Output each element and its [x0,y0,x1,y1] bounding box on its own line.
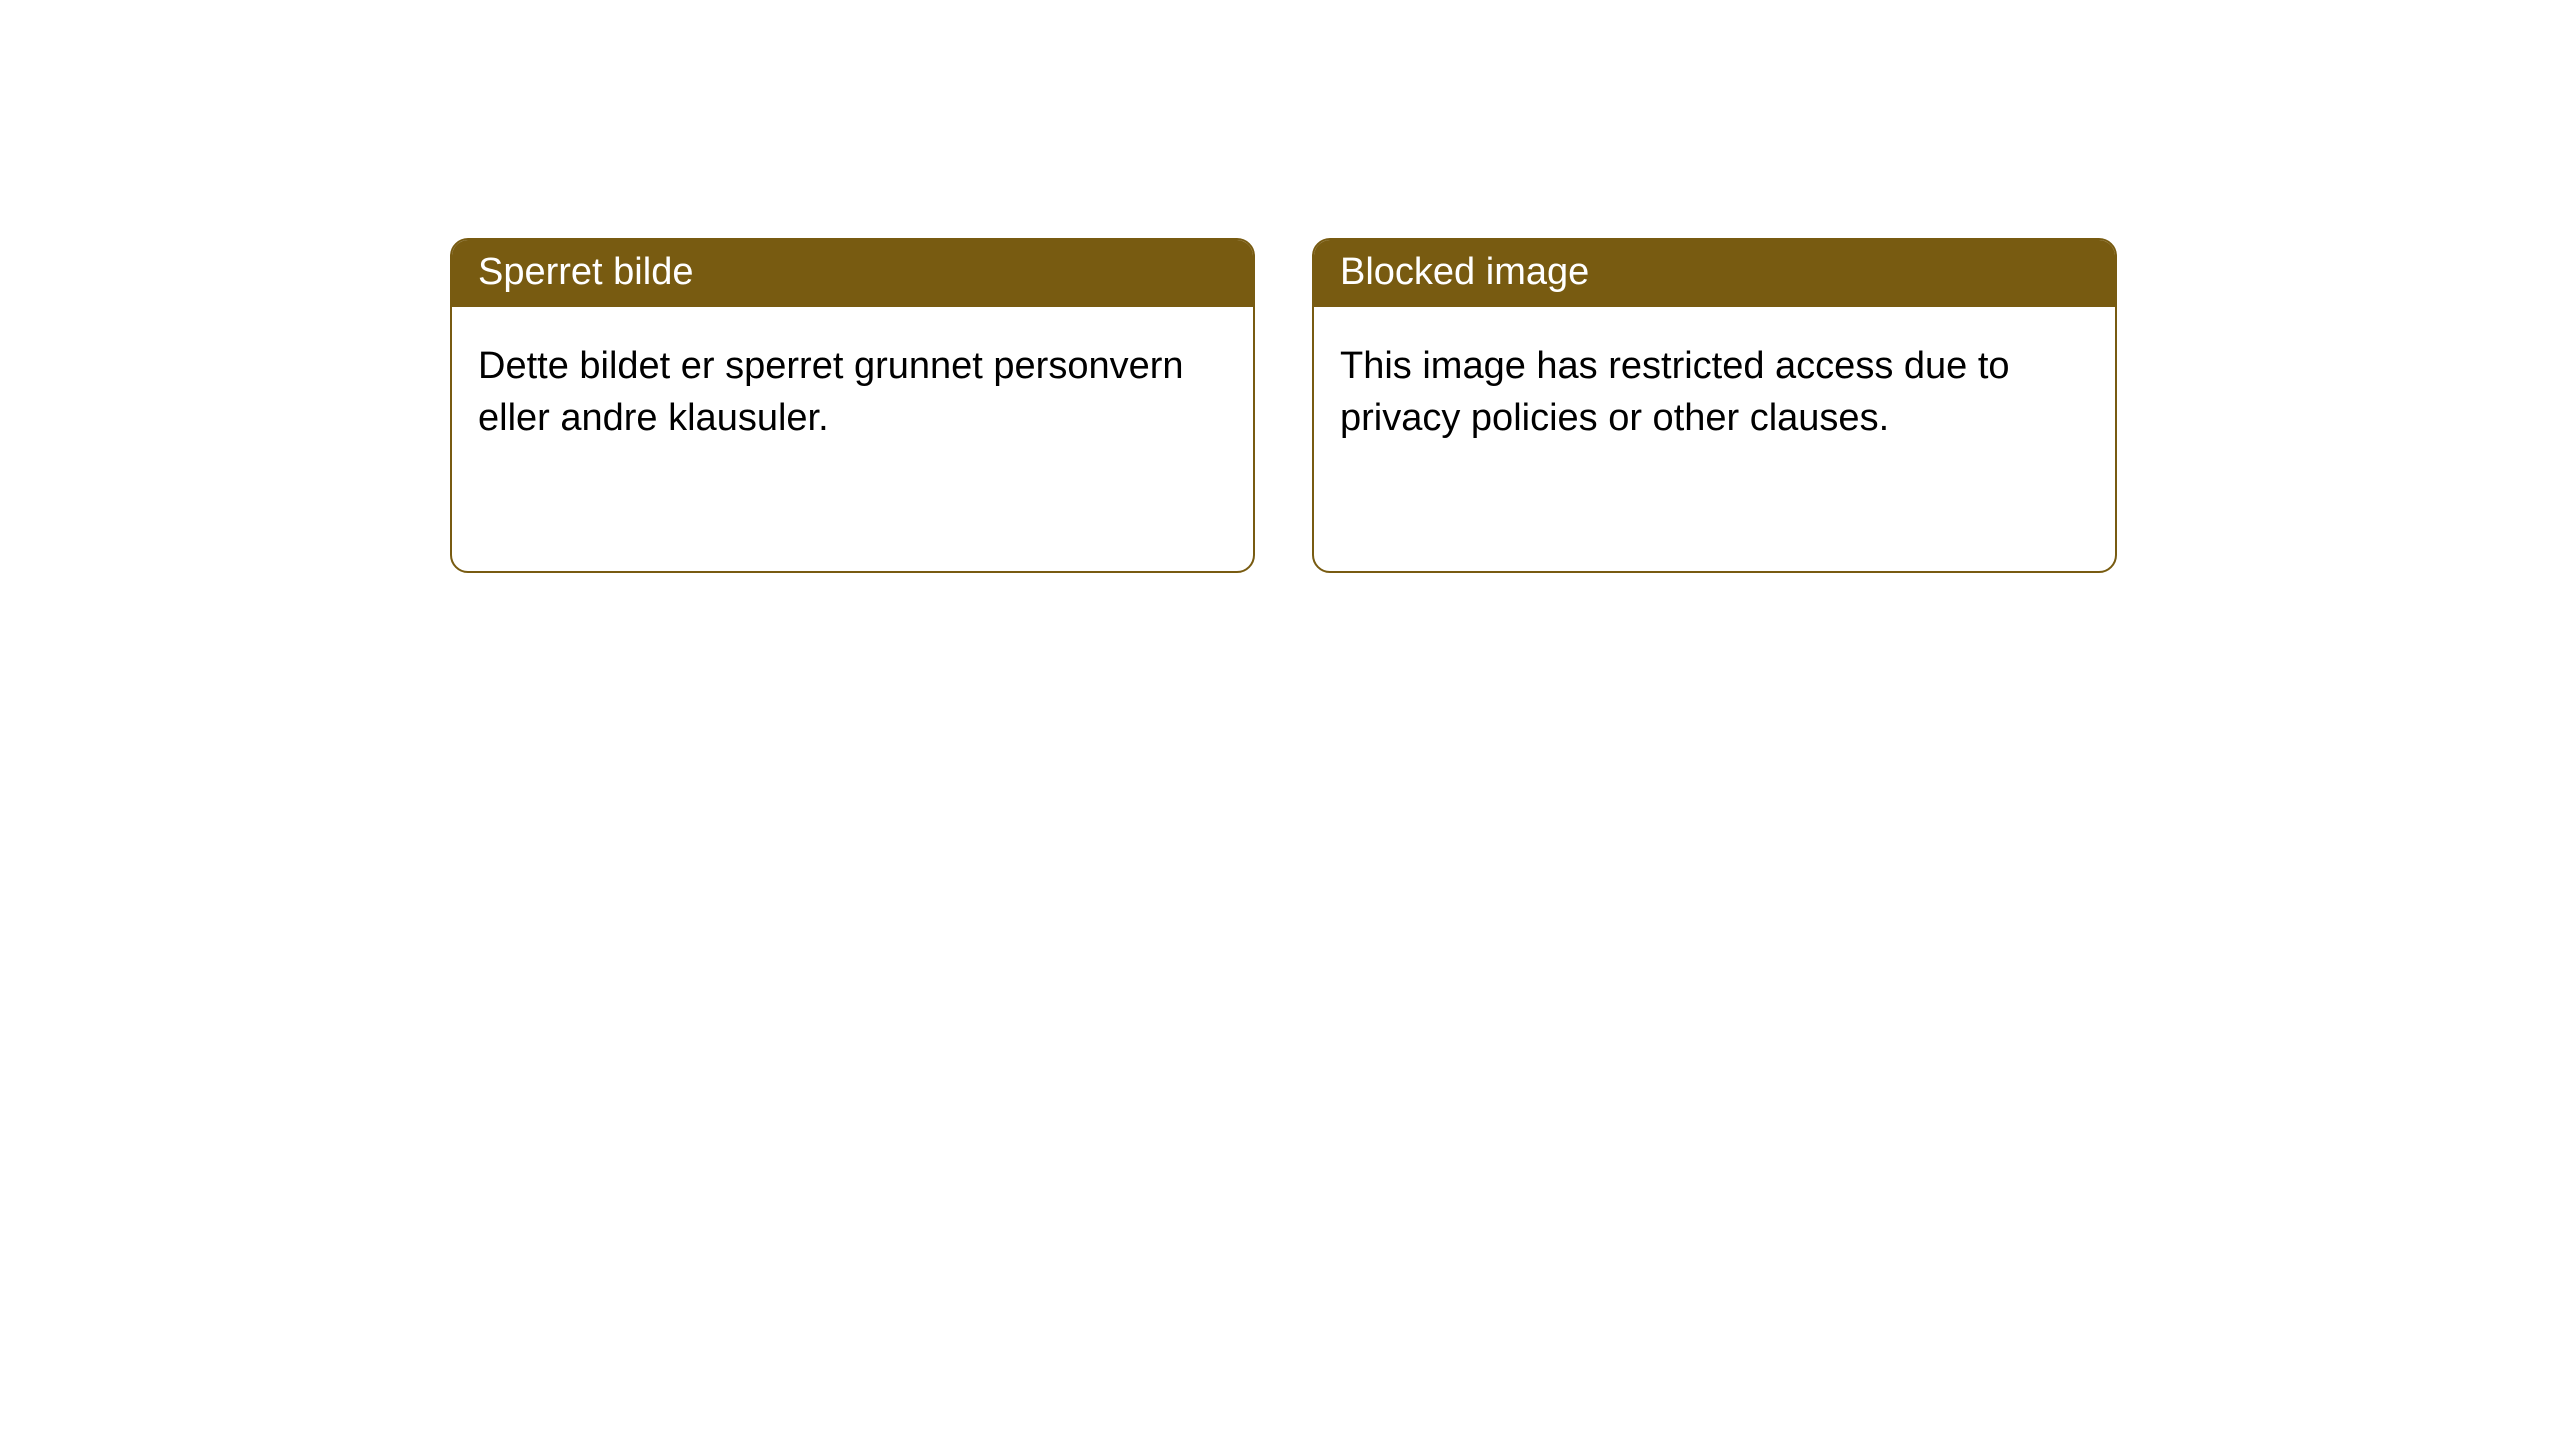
blocked-image-card-no: Sperret bilde Dette bildet er sperret gr… [450,238,1255,573]
notice-cards-container: Sperret bilde Dette bildet er sperret gr… [0,0,2560,573]
blocked-image-card-en: Blocked image This image has restricted … [1312,238,2117,573]
card-body-no: Dette bildet er sperret grunnet personve… [452,307,1253,478]
card-body-en: This image has restricted access due to … [1314,307,2115,478]
card-header-en: Blocked image [1314,240,2115,307]
card-header-no: Sperret bilde [452,240,1253,307]
